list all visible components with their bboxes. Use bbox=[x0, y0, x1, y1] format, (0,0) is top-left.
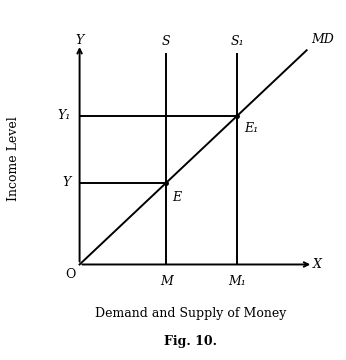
Text: S₁: S₁ bbox=[231, 35, 244, 48]
Text: E₁: E₁ bbox=[244, 122, 258, 135]
Text: Y₁: Y₁ bbox=[58, 109, 71, 122]
Text: X: X bbox=[313, 258, 322, 271]
Text: Y: Y bbox=[75, 33, 84, 46]
Text: E: E bbox=[173, 191, 182, 204]
Text: O: O bbox=[66, 268, 76, 281]
Text: Fig. 10.: Fig. 10. bbox=[164, 336, 217, 348]
Text: M₁: M₁ bbox=[229, 275, 246, 288]
Text: S: S bbox=[162, 35, 170, 48]
Text: Y: Y bbox=[63, 176, 71, 189]
Text: Income Level: Income Level bbox=[7, 116, 20, 201]
Text: Demand and Supply of Money: Demand and Supply of Money bbox=[94, 307, 286, 320]
Text: MD: MD bbox=[311, 33, 334, 46]
Text: M: M bbox=[160, 275, 172, 288]
